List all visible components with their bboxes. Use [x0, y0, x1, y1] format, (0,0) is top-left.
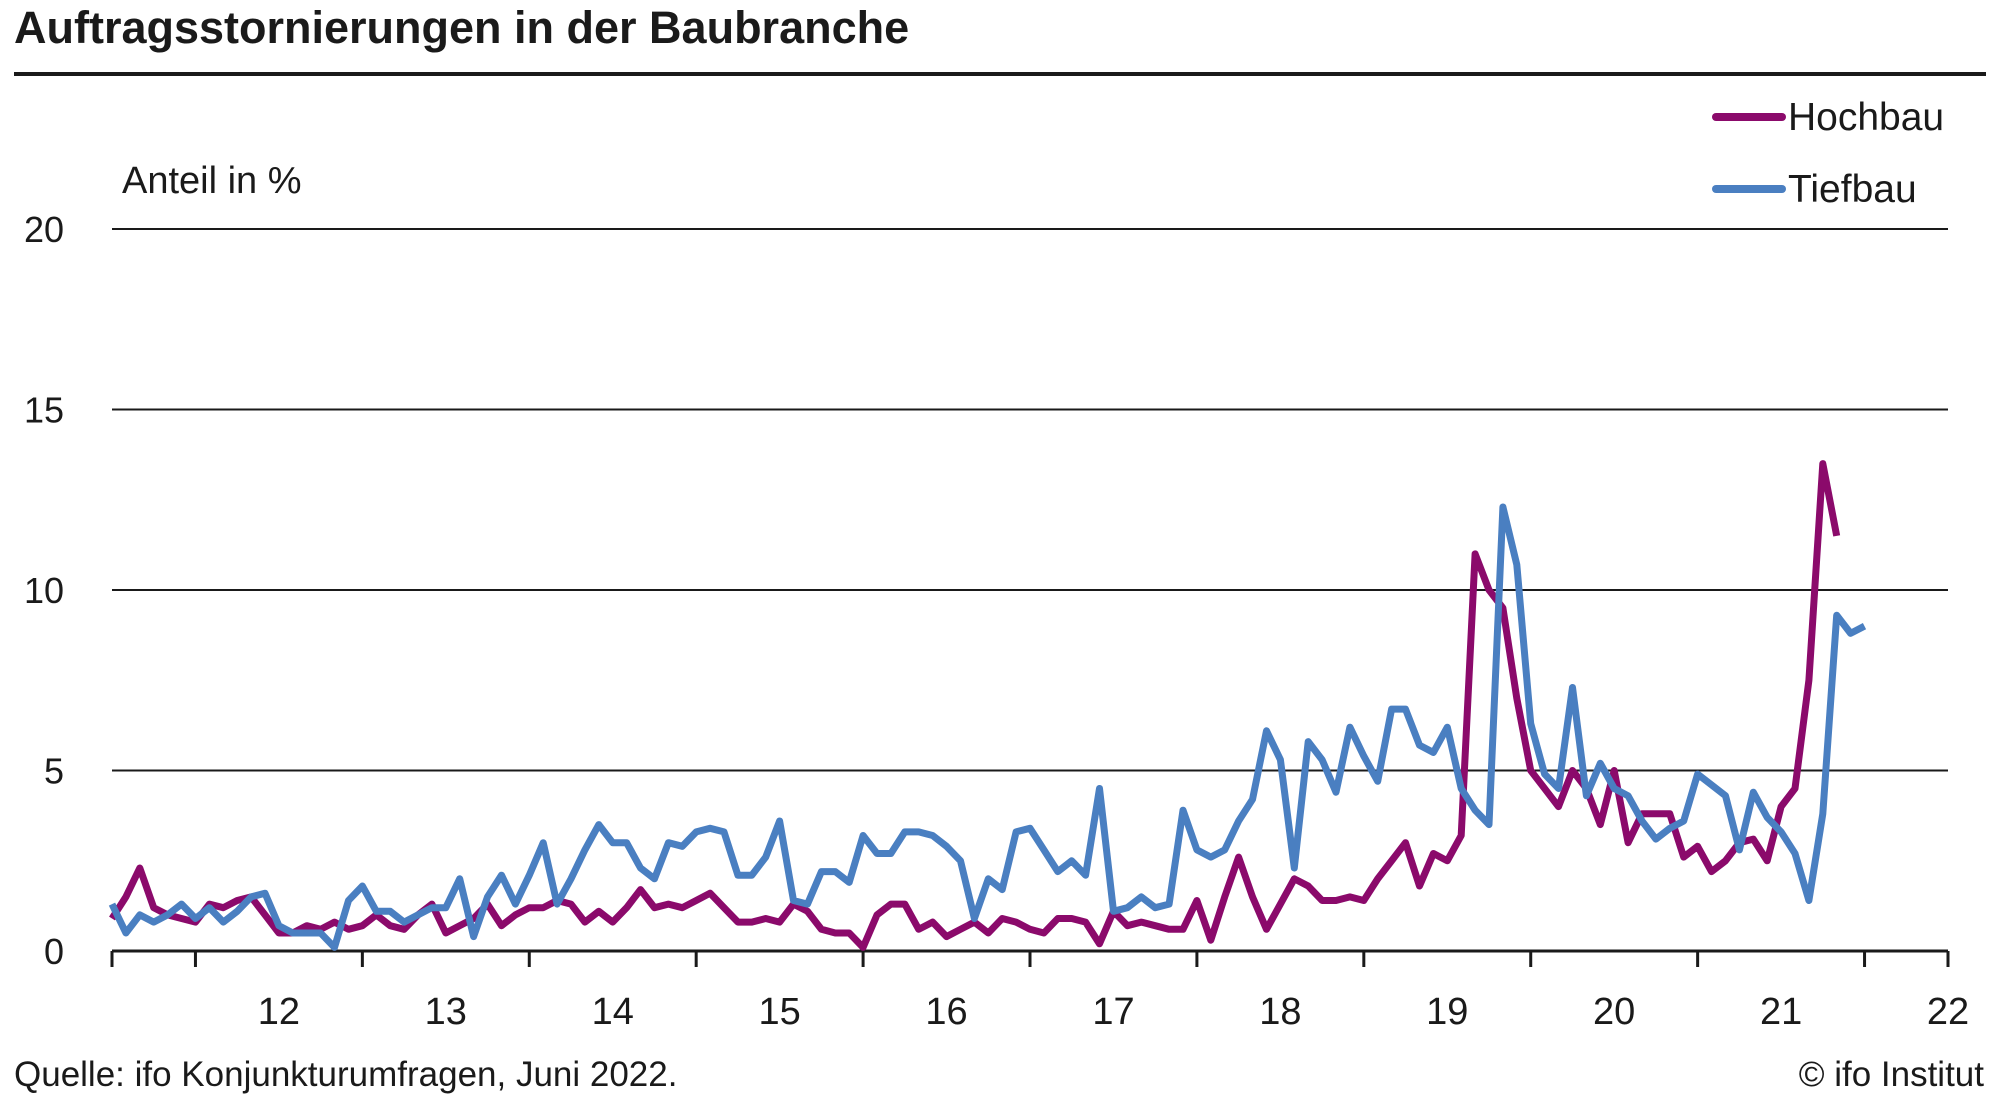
series-line-tiefbau — [108, 503, 1867, 951]
title-rule — [14, 72, 1986, 76]
x-axis — [110, 949, 1950, 967]
x-tick-label: 17 — [1092, 991, 1134, 1033]
y-tick-label: 5 — [44, 751, 64, 792]
x-tick-label: 19 — [1426, 991, 1468, 1033]
series-line-hochbau — [109, 460, 1841, 951]
copyright-note: © ifo Institut — [1798, 1055, 1984, 1094]
x-tick-label: 22 — [1927, 991, 1969, 1033]
series-lines — [108, 460, 1867, 951]
y-tick-label: 15 — [24, 390, 64, 431]
legend-label-tiefbau: Tiefbau — [1788, 168, 1917, 211]
x-tick-label: 12 — [258, 991, 300, 1033]
gridlines — [112, 228, 1948, 772]
y-tick-label: 20 — [24, 209, 64, 250]
source-note: Quelle: ifo Konjunkturumfragen, Juni 202… — [14, 1055, 678, 1094]
legend-label-hochbau: Hochbau — [1788, 96, 1944, 139]
x-tick-label: 20 — [1593, 991, 1635, 1033]
axis-labels: 0 5 10 15 20 Anteil in % 12 13 14 15 16 17 18 19 20 21 2… — [24, 160, 1969, 1033]
x-tick-label: 14 — [592, 991, 634, 1033]
x-tick-label: 15 — [758, 991, 800, 1033]
chart-title: Auftragsstornierungen in der Baubranche — [14, 2, 910, 53]
x-tick-label: 18 — [1259, 991, 1301, 1033]
x-tick-label: 13 — [425, 991, 467, 1033]
y-tick-label: 10 — [24, 570, 64, 611]
x-tick-label: 21 — [1760, 991, 1802, 1033]
legend: Hochbau Tiefbau — [1712, 96, 1944, 211]
y-tick-label: 0 — [44, 931, 64, 972]
x-tick-label: 16 — [925, 991, 967, 1033]
y-axis-label: Anteil in % — [122, 160, 302, 202]
